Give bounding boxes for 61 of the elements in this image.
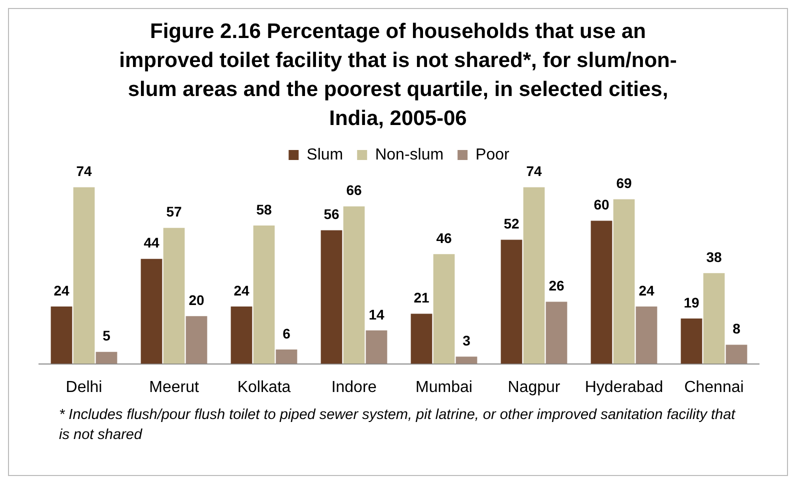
bar — [456, 356, 478, 364]
bar — [320, 230, 342, 364]
bar — [546, 302, 568, 364]
bar — [50, 306, 72, 364]
x-tick-label: Chennai — [684, 378, 744, 396]
bar — [680, 318, 702, 364]
bar — [163, 228, 185, 364]
data-label: 44 — [144, 234, 160, 251]
x-tick-label: Indore — [331, 378, 377, 396]
data-label: 21 — [414, 290, 430, 306]
data-label: 38 — [706, 249, 722, 266]
bar — [96, 352, 118, 364]
bar — [613, 199, 635, 364]
bar — [276, 349, 298, 364]
data-label: 14 — [368, 306, 384, 322]
x-tick-label: Meerut — [149, 378, 200, 396]
legend-label: Poor — [476, 146, 510, 164]
bar — [500, 240, 522, 364]
data-label: 74 — [526, 163, 542, 180]
legend-label: Slum — [306, 146, 344, 164]
data-label: 74 — [76, 163, 92, 180]
x-tick-label: Mumbai — [416, 378, 472, 396]
data-label: 24 — [638, 282, 654, 298]
legend-label: Non-slum — [375, 146, 444, 164]
bar — [590, 220, 612, 364]
bar — [703, 273, 725, 364]
data-label: 24 — [234, 282, 250, 298]
data-label: 24 — [54, 282, 70, 298]
data-label: 58 — [256, 201, 272, 218]
data-label: 69 — [616, 175, 632, 192]
chart-title: Figure 2.16 Percentage of households that use an improved toilet facility that is not shared*, for slum/non-slum areas and the poorest quartile, in selected cities, India, 2005-06 — [118, 19, 678, 132]
x-tick-label: Delhi — [66, 378, 102, 396]
data-label: 56 — [324, 206, 340, 222]
data-label: 66 — [346, 182, 362, 198]
data-label: 8 — [732, 320, 741, 337]
bar — [433, 254, 455, 364]
data-label: 19 — [684, 294, 700, 310]
bar — [523, 187, 545, 364]
x-tick-label: Hyderabad — [584, 378, 664, 396]
data-label: 46 — [436, 230, 452, 246]
bar — [73, 187, 95, 364]
x-tick-label: Kolkata — [237, 378, 291, 396]
bar — [253, 225, 275, 364]
text: * Includes flush/pour flush toilet to piped sewer system, pit latrine, or other improved sanitation facility that is not shared — [59, 406, 736, 445]
bar — [140, 258, 162, 364]
bar — [343, 206, 365, 364]
bar — [636, 306, 658, 364]
data-label: 6 — [282, 325, 291, 342]
data-label: 5 — [102, 328, 111, 344]
bar — [186, 316, 208, 364]
bar — [726, 344, 748, 364]
data-label: 26 — [548, 278, 564, 294]
x-tick-label: Nagpur — [508, 378, 561, 396]
data-label: 57 — [166, 204, 182, 220]
data-label: 3 — [462, 332, 471, 349]
data-label: 60 — [594, 196, 610, 213]
bar — [366, 330, 388, 364]
bar — [230, 306, 252, 364]
data-label: 20 — [188, 292, 204, 308]
bar — [410, 314, 432, 364]
data-label: 52 — [504, 216, 520, 232]
